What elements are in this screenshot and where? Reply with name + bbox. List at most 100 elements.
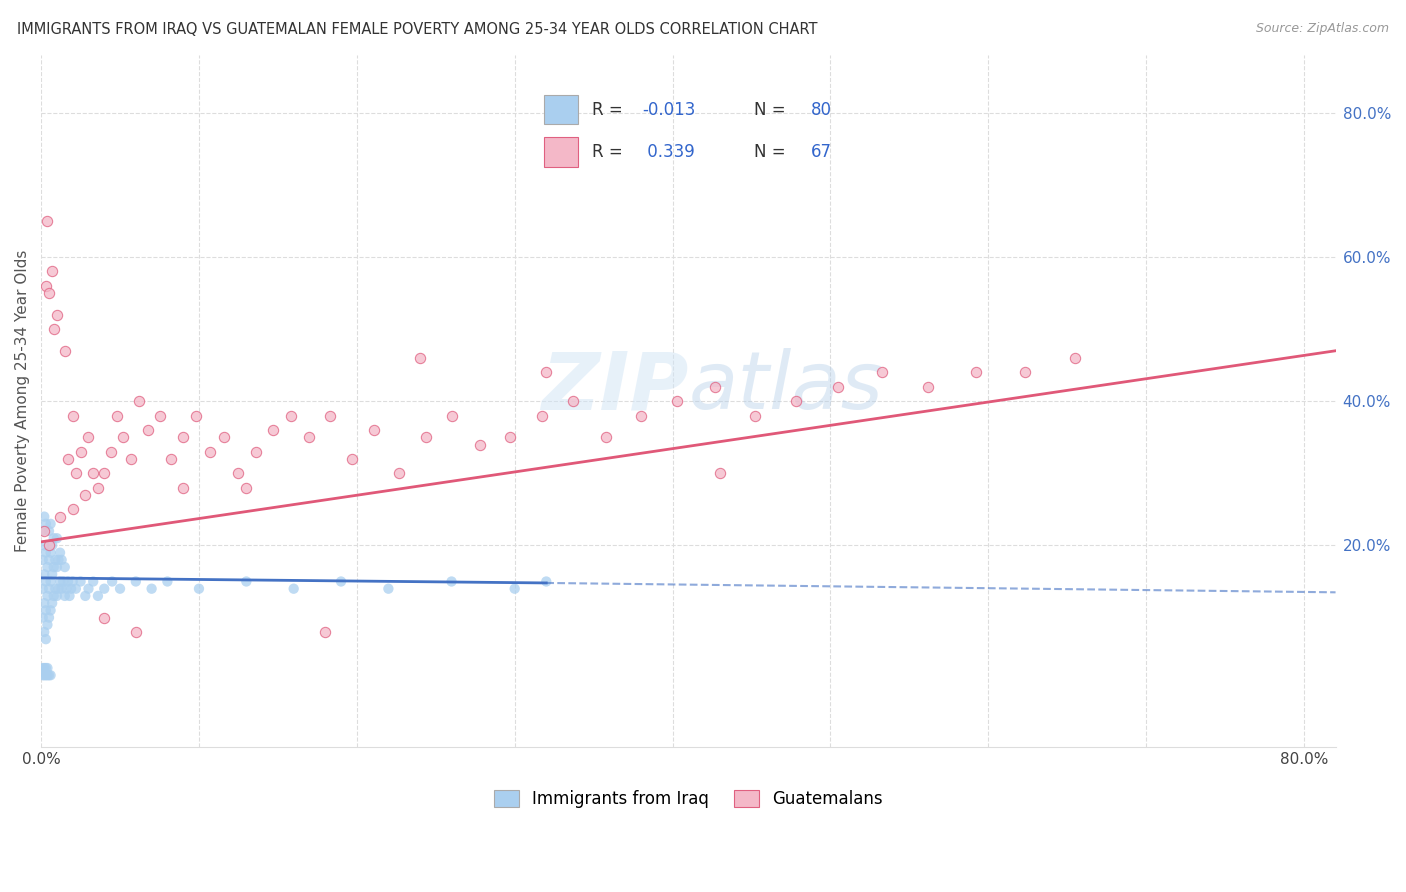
Point (298, 430, 321, 444)
Point (172, 430, 194, 444)
Point (48, 553, 70, 567)
Point (101, 574, 124, 589)
Point (319, 409, 342, 423)
Point (235, 574, 257, 589)
Point (468, 437, 491, 451)
FancyBboxPatch shape (544, 137, 578, 167)
Point (100, 444, 122, 458)
Point (536, 574, 558, 589)
Point (38, 610, 60, 624)
Point (38, 582, 60, 596)
Point (65, 467, 87, 481)
Text: 67: 67 (811, 143, 832, 161)
Point (159, 451, 181, 466)
Point (42, 589, 65, 603)
Point (35, 278, 58, 293)
Text: Source: ZipAtlas.com: Source: ZipAtlas.com (1256, 22, 1389, 36)
Point (440, 574, 463, 589)
Point (280, 409, 302, 423)
Point (77, 582, 100, 596)
Text: 80: 80 (811, 101, 832, 119)
Point (39, 668, 62, 682)
Point (87, 589, 110, 603)
Point (363, 423, 385, 437)
Point (35, 574, 58, 589)
Point (75, 488, 97, 502)
Point (42, 531, 65, 545)
Point (41, 596, 63, 610)
Point (69, 444, 91, 458)
Point (35, 546, 58, 560)
Point (42, 560, 65, 574)
Point (38, 553, 60, 567)
Point (35, 516, 58, 531)
Point (52, 574, 75, 589)
Point (93, 610, 115, 624)
Point (35, 661, 58, 675)
Point (872, 365, 894, 379)
Point (51, 553, 73, 567)
Point (744, 409, 766, 423)
Point (55, 582, 77, 596)
Point (56, 574, 79, 589)
Point (53, 343, 76, 358)
Point (45, 589, 67, 603)
Point (37, 661, 59, 675)
Point (93, 467, 115, 481)
Point (45, 308, 67, 322)
Point (51, 582, 73, 596)
Point (262, 423, 284, 437)
Point (31, 553, 53, 567)
Point (138, 423, 160, 437)
Point (530, 409, 553, 423)
Point (709, 467, 731, 481)
Point (228, 467, 250, 481)
Point (75, 589, 97, 603)
Point (704, 380, 727, 394)
Point (595, 430, 617, 444)
Point (917, 380, 939, 394)
Point (125, 624, 148, 639)
Point (38, 538, 60, 552)
Point (32, 509, 55, 524)
Point (32, 668, 55, 682)
Point (409, 351, 432, 365)
Point (41, 567, 63, 582)
Text: atlas: atlas (689, 349, 883, 426)
Point (340, 451, 363, 466)
Point (39, 516, 62, 531)
Point (148, 409, 170, 423)
Point (42, 322, 65, 336)
Point (38, 668, 60, 682)
Point (245, 444, 267, 458)
Point (120, 451, 142, 466)
Point (31, 582, 53, 596)
Point (37, 617, 59, 632)
Point (1014, 365, 1036, 379)
Point (377, 582, 399, 596)
Point (32, 596, 55, 610)
Point (108, 582, 131, 596)
Point (38, 286, 60, 301)
Point (60, 582, 83, 596)
Point (37, 214, 59, 228)
Point (965, 365, 987, 379)
Point (212, 430, 235, 444)
Point (785, 394, 807, 409)
Point (45, 531, 67, 545)
Point (44, 582, 66, 596)
Point (156, 574, 179, 589)
Point (31, 610, 53, 624)
Point (56, 451, 79, 466)
Point (65, 582, 87, 596)
Point (35, 668, 58, 682)
Point (415, 430, 437, 444)
Point (45, 560, 67, 574)
Point (41, 538, 63, 552)
Point (827, 380, 849, 394)
Point (62, 574, 84, 589)
Y-axis label: Female Poverty Among 25-34 Year Olds: Female Poverty Among 25-34 Year Olds (15, 250, 30, 552)
Point (69, 574, 91, 589)
Point (666, 394, 689, 409)
Point (44, 553, 66, 567)
